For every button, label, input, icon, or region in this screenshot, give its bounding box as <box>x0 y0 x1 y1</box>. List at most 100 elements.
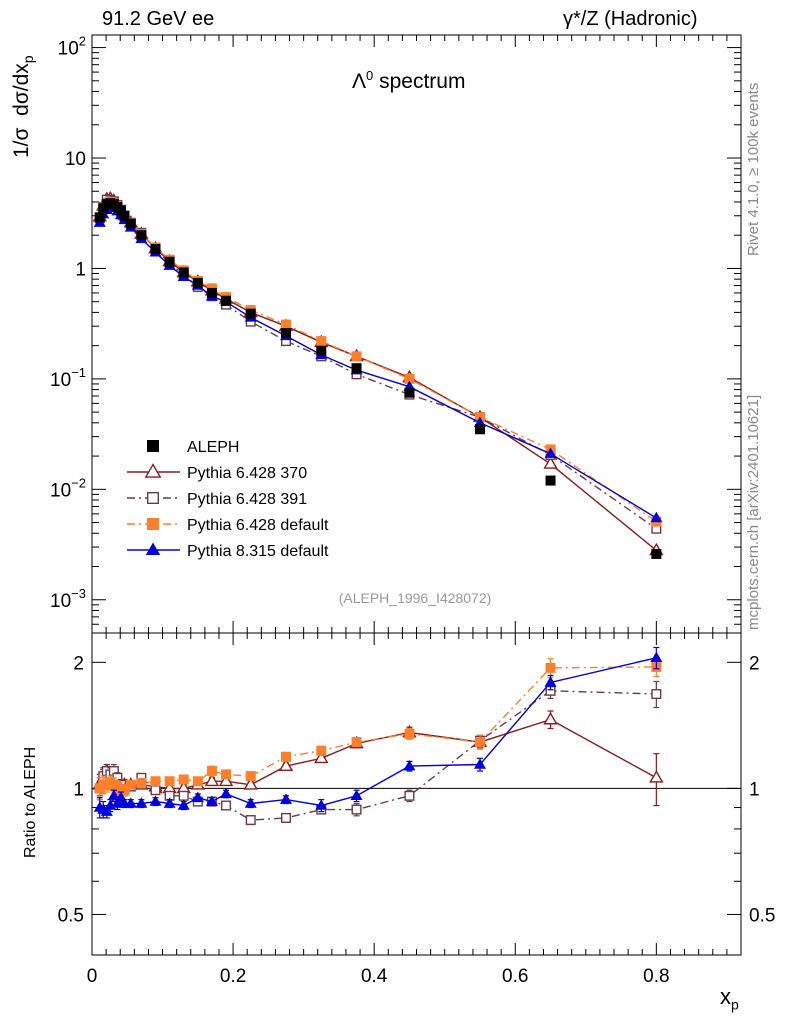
ratio-point-p8def <box>149 795 162 806</box>
xlabel-sub: p <box>731 996 739 1013</box>
ratio-point-p8def <box>244 797 257 808</box>
ratio-series-p391 <box>94 680 662 826</box>
ratio-plot-area: 0 0.2 0.4 0.6 0.8 2 2 1 1 0.5 0.5 <box>58 632 775 987</box>
main-point-ALEPH <box>404 387 415 398</box>
ratio-point-p6def <box>351 737 362 748</box>
ratio-point-p6def <box>125 779 136 790</box>
main-point-p8def <box>544 447 557 458</box>
ratio-point-p6def <box>280 751 291 762</box>
ratio-point-p8def <box>177 799 190 810</box>
main-line-p391 <box>99 198 657 530</box>
x-tick-label: 0.6 <box>502 966 528 987</box>
side-label-top: Rivet 4.1.0, ≥ 100k events <box>745 82 762 256</box>
ratio-point-p391 <box>351 804 362 815</box>
title-rest: spectrum <box>373 70 466 93</box>
ratio-point-p6def <box>150 776 161 787</box>
legend-label-ALEPH: ALEPH <box>187 439 239 456</box>
ratio-point-p391 <box>280 812 291 823</box>
y-tick-label: 10−3 <box>50 586 86 612</box>
main-point-ALEPH <box>545 475 556 486</box>
main-point-ALEPH <box>351 363 362 374</box>
x-axis-label: xp <box>720 984 739 1012</box>
ratio-frame-box <box>91 632 742 956</box>
main-point-ALEPH <box>150 244 161 255</box>
header-left: 91.2 GeV ee <box>102 8 215 30</box>
ratio-point-p6def <box>178 774 189 785</box>
main-series-p370 <box>92 190 664 556</box>
ratio-series-p8def <box>93 646 663 819</box>
ratio-point-p8def <box>544 676 557 687</box>
y-tick-base: 10 <box>58 39 79 60</box>
main-point-ALEPH <box>221 295 232 306</box>
ratio-y-tick-label: 1 <box>73 779 84 800</box>
ratio-point-p8def <box>350 789 363 800</box>
ratio-point-p391 <box>150 785 161 796</box>
y-tick-exp: −2 <box>71 475 86 490</box>
y-tick-label: 102 <box>58 34 86 60</box>
ratio-point-p6def <box>316 745 327 756</box>
y-axis-label: 1/σ dσ/dxp <box>10 55 36 158</box>
ratio-point-p391 <box>651 689 662 700</box>
ratio-y-axis-label: Ratio to ALEPH <box>22 746 39 858</box>
legend-label-p6def: Pythia 6.428 default <box>187 517 329 534</box>
ratio-point-p8def <box>315 799 328 810</box>
title-base: Λ <box>352 70 367 93</box>
x-tick-label: 0.2 <box>220 966 246 987</box>
ratio-point-p8def <box>100 805 113 816</box>
ratio-point-p8def <box>650 651 663 663</box>
main-line-p8def <box>99 206 657 519</box>
ratio-y-tick-label: 0.5 <box>58 905 84 926</box>
ratio-point-p6def <box>245 771 256 782</box>
ratio-point-p8def <box>163 797 176 808</box>
side-label-bottom: mcplots.cern.ch [arXiv:2401.10621] <box>745 394 762 630</box>
legend-marker-ALEPH <box>147 440 159 452</box>
main-point-ALEPH <box>316 345 327 356</box>
x-tick-label: 0.8 <box>643 966 669 987</box>
main-point-ALEPH <box>192 277 203 288</box>
y-tick-label: 10−2 <box>50 475 86 501</box>
main-series-p6def <box>94 196 662 527</box>
ratio-point-p6def <box>221 769 232 780</box>
xlabel-base: x <box>720 984 731 1009</box>
main-point-p6def <box>404 373 415 384</box>
ratio-point-p6def <box>474 737 485 748</box>
main-point-p370 <box>543 456 558 469</box>
ratio-point-p6def <box>206 766 217 777</box>
main-point-ALEPH <box>206 287 217 298</box>
ratio-line-p391 <box>99 690 657 821</box>
ylabel-sub: p <box>20 55 37 64</box>
main-point-ALEPH <box>178 267 189 278</box>
ratio-point-p370 <box>204 773 220 787</box>
ratio-point-p8def <box>279 793 292 804</box>
ratio-point-p8def <box>205 795 218 806</box>
ylabel-a: 1/σ <box>10 127 33 158</box>
main-point-ALEPH <box>651 548 662 559</box>
plot-title: Λ0 spectrum <box>352 68 465 94</box>
ratio-point-p391 <box>221 800 232 811</box>
ratio-y-tick-label: 2 <box>73 653 84 674</box>
y-tick-exp: 2 <box>79 34 86 49</box>
main-point-p6def <box>351 351 362 362</box>
y-tick-base: 10 <box>50 591 71 612</box>
main-series-ALEPH <box>94 198 662 559</box>
ratio-y-tick-label-right: 0.5 <box>749 905 775 926</box>
ratio-point-p6def <box>136 777 147 788</box>
ratio-point-p6def <box>192 776 203 787</box>
ratio-point-p370 <box>543 711 558 725</box>
main-point-ALEPH <box>280 328 291 339</box>
ratio-y-tick-label-right: 1 <box>749 779 760 800</box>
main-point-p6def <box>280 319 291 330</box>
y-tick-base: 10 <box>50 480 71 501</box>
main-point-ALEPH <box>94 212 105 223</box>
analysis-label: (ALEPH_1996_I428072) <box>339 590 492 606</box>
main-point-p8def <box>650 511 663 523</box>
ratio-point-p6def <box>119 785 130 796</box>
main-point-ALEPH <box>115 205 126 216</box>
ratio-point-p370 <box>649 770 664 783</box>
legend-marker-p391 <box>146 492 159 505</box>
legend-marker-p6def <box>147 518 159 530</box>
ratio-point-p8def <box>135 797 148 808</box>
ratio-point-p6def <box>404 728 415 739</box>
